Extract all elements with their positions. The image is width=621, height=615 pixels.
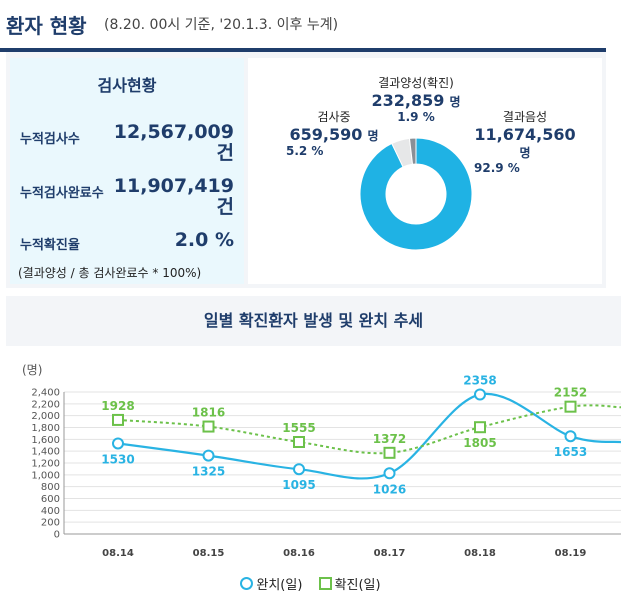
x-tick-label: 08.17 [374, 548, 406, 559]
stat-value-completed-tests: 11,907,419 건 [113, 175, 234, 218]
point-recovered [293, 463, 305, 476]
point-recovered [564, 430, 577, 443]
data-label: 1026 [373, 482, 406, 496]
pie-label-negative: 결과음성 11,674,560 명 92.9 % [460, 108, 590, 175]
stat-value-total-tests: 12,567,009 건 [113, 121, 234, 164]
page-title: 환자 현황 [6, 14, 87, 38]
x-tick-label: 08.18 [464, 548, 496, 559]
y-tick-label: 2,400 [31, 388, 60, 399]
data-label: 1555 [282, 421, 315, 435]
data-label: 1816 [192, 406, 225, 420]
header: 환자 현황 (8.20. 00시 기준, '20.1.3. 이후 누계) [0, 0, 621, 52]
legend-item-confirmed: 확진(일) [318, 574, 381, 593]
point-recovered [112, 437, 124, 450]
data-label: 1530 [101, 452, 134, 466]
y-tick-label: 1,600 [31, 435, 60, 446]
stat-label-positive-rate: 누적확진율 [20, 238, 80, 253]
stats-note: (결과양성 / 총 검사완료수 * 100%) [18, 266, 202, 280]
y-tick-label: 800 [41, 482, 60, 493]
y-tick-label: 600 [41, 494, 60, 505]
test-result-pie-box: 결과양성(확진) 232,859 명 1.9 % 검사중 659,590 명 5… [248, 58, 602, 284]
pie-negative-unit: 명 [519, 146, 531, 160]
data-label: 1372 [373, 432, 406, 446]
y-tick-label: 0 [54, 530, 60, 541]
pie-testing-name: 검사중 [317, 110, 351, 124]
point-confirmed [564, 400, 577, 413]
page-subtitle: (8.20. 00시 기준, '20.1.3. 이후 누계) [104, 17, 339, 33]
chart-legend: 완치(일) 확진(일) [0, 574, 621, 593]
point-recovered [383, 467, 396, 480]
pie-slice-negative [359, 137, 473, 251]
test-stats-title: 검사현황 [97, 76, 157, 95]
chart-title: 일별 확진환자 발생 및 완치 추세 [203, 311, 424, 330]
data-label: 1805 [463, 436, 496, 450]
point-confirmed [383, 446, 396, 459]
y-axis-label: (명) [22, 363, 42, 377]
legend-item-recovered: 완치(일) [240, 574, 302, 593]
data-label: 2152 [554, 386, 587, 400]
test-stats-box: 검사현황 누적검사수 12,567,009 건 누적검사완료수 11,907,4… [10, 58, 244, 284]
stat-label-completed-tests: 누적검사완료수 [20, 186, 104, 201]
pie-chart [359, 137, 473, 251]
line-chart: (명) 02004006008001,0001,2001,4001,6001,80… [22, 363, 621, 559]
pie-negative-pct: 92.9 % [474, 161, 520, 175]
y-tick-label: 400 [41, 506, 60, 517]
point-confirmed [202, 420, 215, 433]
pie-label-testing: 검사중 659,590 명 5.2 % [278, 108, 390, 158]
data-label: 1928 [101, 399, 134, 413]
pie-testing-unit: 명 [367, 129, 379, 143]
y-tick-label: 1,400 [31, 447, 60, 458]
stat-label-total-tests: 누적검사수 [20, 132, 80, 147]
data-label: 1095 [282, 478, 315, 492]
pie-slice-positive [408, 137, 417, 165]
point-recovered [474, 388, 486, 401]
data-label: 2358 [463, 373, 496, 387]
data-label: 1325 [192, 465, 225, 479]
stat-value-positive-rate: 2.0 % [174, 229, 234, 251]
y-tick-label: 1,200 [31, 459, 60, 470]
x-tick-label: 08.19 [555, 548, 587, 559]
x-tick-label: 08.16 [283, 548, 315, 559]
pie-positive-pct: 1.9 % [397, 110, 435, 124]
y-tick-label: 1,800 [31, 423, 60, 434]
header-divider [0, 48, 606, 52]
legend-square-icon [318, 577, 332, 590]
pie-positive-value: 232,859 [371, 91, 445, 110]
y-tick-label: 2,200 [31, 399, 60, 410]
y-tick-label: 2,000 [31, 411, 60, 422]
pie-negative-value: 11,674,560 [474, 125, 576, 144]
point-confirmed [474, 421, 486, 434]
data-label: 1653 [554, 445, 587, 459]
y-tick-label: 1,000 [31, 470, 60, 481]
legend-label-recovered: 완치(일) [256, 578, 303, 593]
legend-label-confirmed: 확진(일) [334, 578, 381, 593]
pie-label-positive: 결과양성(확진) 232,859 명 1.9 % [356, 74, 476, 124]
point-recovered [202, 449, 215, 462]
point-confirmed [112, 413, 124, 426]
pie-negative-name: 결과음성 [502, 110, 548, 124]
pie-testing-pct: 5.2 % [286, 144, 324, 158]
x-tick-label: 08.14 [102, 548, 134, 559]
y-tick-label: 200 [41, 518, 60, 529]
x-tick-label: 08.15 [193, 548, 225, 559]
pie-positive-unit: 명 [449, 95, 461, 109]
pie-positive-name: 결과양성(확진) [378, 76, 454, 90]
legend-circle-icon [240, 577, 254, 590]
line-chart-area: (명) 0 200 400 600 800 1,000 1,200 1,400 1,600 1,80… [6, 346, 621, 611]
point-confirmed [293, 435, 305, 448]
pie-testing-value: 659,590 [289, 125, 363, 144]
